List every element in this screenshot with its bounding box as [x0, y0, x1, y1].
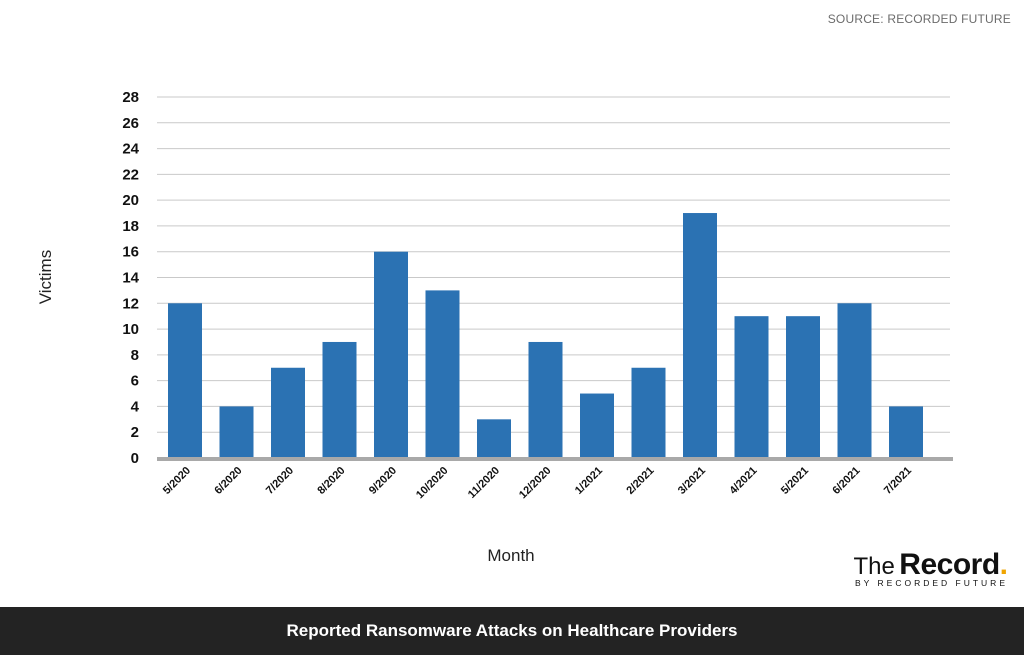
- footer-title-bar: Reported Ransomware Attacks on Healthcar…: [0, 607, 1024, 655]
- x-tick-label: 12/2020: [517, 465, 554, 502]
- bar: [528, 341, 563, 458]
- x-tick-label: 7/2020: [264, 465, 296, 497]
- y-tick-label: 2: [131, 424, 139, 441]
- y-tick-label: 12: [122, 295, 139, 312]
- logo-the: The: [853, 553, 895, 580]
- y-axis-label: Victims: [36, 250, 55, 304]
- y-tick-label: 20: [122, 192, 139, 209]
- bar: [271, 367, 305, 458]
- bar: [734, 316, 769, 458]
- bar: [631, 367, 666, 458]
- y-tick-label: 24: [122, 141, 139, 158]
- logo-byline: BY RECORDED FUTURE: [854, 578, 1008, 588]
- bar: [837, 303, 872, 458]
- x-tick-label: 7/2021: [882, 465, 914, 497]
- x-tick-label: 10/2020: [414, 465, 451, 502]
- bar: [374, 251, 408, 458]
- y-tick-label: 18: [122, 218, 139, 235]
- x-axis-label: Month: [487, 546, 534, 565]
- y-tick-label: 8: [131, 347, 139, 364]
- logo-dot: .: [999, 548, 1008, 581]
- y-tick-label: 16: [122, 244, 139, 261]
- x-tick-label: 6/2020: [212, 465, 244, 497]
- bar: [219, 406, 254, 458]
- bar: [786, 316, 820, 458]
- x-tick-label: 11/2020: [466, 465, 502, 501]
- x-tick-label: 1/2021: [573, 465, 605, 497]
- x-tick-label: 5/2020: [161, 465, 193, 497]
- source-label: SOURCE: RECORDED FUTURE: [827, 12, 1011, 26]
- y-tick-label: 26: [122, 115, 139, 132]
- the-record-logo: The Record. BY RECORDED FUTURE: [853, 548, 1008, 588]
- logo-record: Record: [899, 548, 1000, 581]
- y-tick-label: 28: [122, 89, 139, 106]
- bars: [168, 213, 923, 458]
- y-tick-label: 6: [131, 373, 139, 390]
- x-tick-label: 4/2021: [727, 465, 759, 497]
- bar: [683, 213, 717, 458]
- y-tick-label: 22: [122, 166, 139, 183]
- footer-title: Reported Ransomware Attacks on Healthcar…: [286, 621, 738, 640]
- x-tick-label: 6/2021: [830, 465, 862, 497]
- bar: [425, 290, 460, 458]
- bar: [889, 406, 923, 458]
- bar: [580, 393, 614, 458]
- x-tick-labels: 5/2020 6/2020 7/2020 8/2020 9/2020 10/2020 11/…: [161, 465, 914, 502]
- x-tick-label: 8/2020: [315, 465, 347, 497]
- x-tick-label: 9/2020: [367, 465, 399, 497]
- x-tick-label: 5/2021: [779, 465, 811, 497]
- y-tick-label: 0: [131, 450, 139, 467]
- x-tick-label: 3/2021: [676, 465, 708, 497]
- bar: [477, 419, 511, 458]
- bar: [322, 341, 357, 458]
- y-tick-label: 10: [122, 321, 139, 338]
- x-tick-label: 2/2021: [624, 465, 656, 497]
- y-tick-label: 14: [122, 270, 139, 287]
- y-tick-label: 4: [131, 398, 140, 415]
- bar: [168, 303, 202, 458]
